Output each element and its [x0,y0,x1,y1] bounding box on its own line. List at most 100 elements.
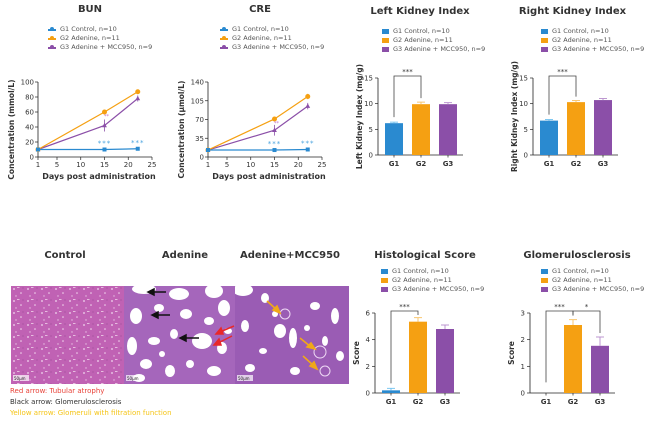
histology-image-adenine: 50μm [124,286,235,384]
right-kidney-title: Right Kidney Index [518,6,627,17]
bar-g2 [564,325,582,393]
data-point-g1 [36,147,40,152]
scale-bar: 50μm [238,376,250,381]
legend-item-g1: G1 Control, n=10 [220,25,324,34]
right-kidney-legend: G1 Control, n=10 G2 Adenine, n=11 G3 Ade… [541,27,644,54]
legend-item-g2: G2 Adenine, n=11 [381,276,484,285]
caption-yellow-arrow: Yellow arrow: Glomeruli with filtration … [10,409,172,417]
y-axis-label: Score [507,341,516,365]
y-tick-label: 2 [366,363,370,371]
x-tick-label: 1 [36,161,40,169]
left-kidney-title: Left Kidney Index [370,6,470,17]
y-tick-label: 60 [25,109,34,117]
legend-item-g1: G1 Control, n=10 [382,27,485,36]
legend-item-g3: G3 Adenine + MCC950, n=9 [382,45,485,54]
bun-title: BUN [77,4,103,15]
y-tick-label: 0 [369,152,373,160]
data-point-g2 [102,109,107,115]
x-tick-label: G1 [386,398,397,406]
x-tick-label: 20 [294,161,303,169]
data-point-g1 [102,147,107,152]
y-tick-label: 5 [369,126,373,134]
x-tick-label: 5 [225,161,229,169]
histological-score-chart: 0 2 4 6 Score G1 G2 G3 *** [352,303,460,406]
y-axis-label: Concentration (mmol/L) [7,79,16,179]
legend-item-g3: G3 Adenine + MCC950, n=9 [48,43,152,52]
glomerulosclerosis-title: Glomerulosclerosis [523,250,631,261]
x-axis-label: Days post administration [42,172,156,181]
yellow-arrows [266,300,319,371]
bar-g1 [540,120,558,155]
series-line-g2 [37,91,139,151]
x-tick-label: 15 [100,161,109,169]
y-tick-label: 0 [524,152,528,160]
y-tick-label: 0 [30,154,34,162]
legend-item-g2: G2 Adenine, n=11 [382,36,485,45]
data-point-g3 [272,127,277,133]
significance-label: *** [557,68,568,76]
x-tick-label: 25 [318,161,327,169]
y-tick-label: 0 [366,390,370,398]
black-arrows [146,287,199,343]
x-tick-label: G1 [389,160,400,168]
y-tick-label: 80 [25,94,34,102]
legend-item-g2: G2 Adenine, n=11 [541,276,644,285]
legend-item-g1: G1 Control, n=10 [48,25,152,34]
legend-item-g3: G3 Adenine + MCC950, n=9 [381,285,484,294]
y-tick-label: 5 [524,126,528,134]
bun-legend: G1 Control, n=10 G2 Adenine, n=11 G3 Ade… [48,25,152,52]
series-line-g1 [208,148,308,151]
left-kidney-legend: G1 Control, n=10 G2 Adenine, n=11 G3 Ade… [382,27,485,54]
y-tick-label: 15 [519,75,528,83]
data-point-g1 [206,148,210,153]
histology-image-control: 50μm [11,286,124,384]
cre-title: CRE [249,4,271,15]
y-tick-label: 140 [191,79,204,87]
y-axis-label: Right Kidney Index (mg/g) [510,61,519,172]
cre-legend: G1 Control, n=10 G2 Adenine, n=11 G3 Ade… [220,25,324,52]
histo-title-control: Control [44,250,86,261]
bar-g2 [567,102,585,155]
significance-label: * [585,303,589,311]
series-line-g3 [37,98,139,151]
scale-bar: 50μm [127,376,139,381]
histological-score-title: Histological Score [374,250,476,261]
x-tick-label: 10 [246,161,255,169]
y-axis-label: Score [352,341,361,365]
legend-item-g3: G3 Adenine + MCC950, n=9 [541,45,644,54]
x-tick-label: G3 [595,398,606,406]
x-axis-label: Days post administration [212,172,326,181]
significance-marker: *** [268,140,282,148]
legend-item-g1: G1 Control, n=10 [381,267,484,276]
y-axis-label: Left Kidney Index (mg/g) [355,64,364,169]
y-tick-label: 6 [366,310,371,318]
x-tick-label: G2 [413,398,424,406]
x-tick-label: G2 [571,160,582,168]
significance-label: *** [402,68,413,76]
significance-bracket [572,310,601,333]
x-tick-label: G3 [440,398,451,406]
legend-item-g2: G2 Adenine, n=11 [48,34,152,43]
data-point-g3 [135,95,141,101]
data-point-g2 [305,93,311,99]
x-tick-label: G1 [544,160,555,168]
y-tick-label: 10 [364,100,373,108]
bar-g2 [412,104,430,155]
x-tick-label: 25 [148,161,157,169]
y-tick-label: 105 [191,97,204,105]
y-axis-label: Concentration (μmol/L) [177,81,186,179]
legend-item-g3: G3 Adenine + MCC950, n=9 [541,285,644,294]
data-point-g2 [272,116,277,122]
caption-red-arrow: Red arrow: Tubular atrophy [10,387,105,395]
x-tick-label: G3 [598,160,609,168]
series-line-g2 [207,95,309,151]
x-tick-label: 1 [206,161,210,169]
glomeruli [279,308,331,377]
significance-bracket [548,75,577,115]
bar-g3 [591,345,609,393]
significance-marker-g3: ** [104,114,110,120]
